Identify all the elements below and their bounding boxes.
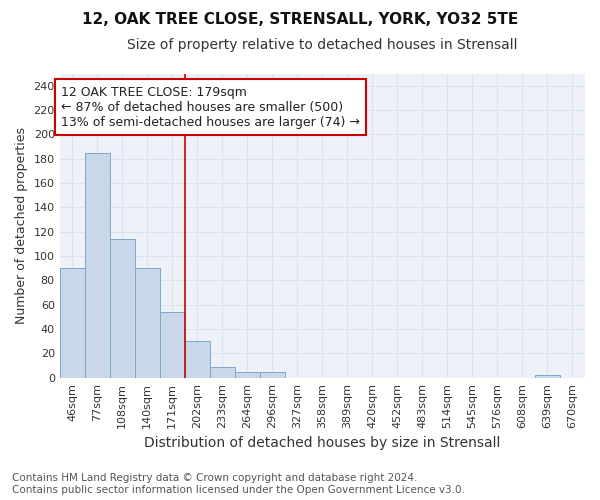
Bar <box>235 372 260 378</box>
Text: 12 OAK TREE CLOSE: 179sqm
← 87% of detached houses are smaller (500)
13% of semi: 12 OAK TREE CLOSE: 179sqm ← 87% of detac… <box>61 86 360 128</box>
Bar <box>59 268 85 378</box>
Bar <box>535 376 560 378</box>
Bar <box>185 342 210 378</box>
Bar <box>160 312 185 378</box>
Bar <box>135 268 160 378</box>
Y-axis label: Number of detached properties: Number of detached properties <box>15 127 28 324</box>
Text: Contains HM Land Registry data © Crown copyright and database right 2024.
Contai: Contains HM Land Registry data © Crown c… <box>12 474 465 495</box>
Bar <box>260 372 285 378</box>
Bar <box>210 367 235 378</box>
Title: Size of property relative to detached houses in Strensall: Size of property relative to detached ho… <box>127 38 518 52</box>
Bar <box>110 239 135 378</box>
Bar <box>85 152 110 378</box>
Text: 12, OAK TREE CLOSE, STRENSALL, YORK, YO32 5TE: 12, OAK TREE CLOSE, STRENSALL, YORK, YO3… <box>82 12 518 28</box>
X-axis label: Distribution of detached houses by size in Strensall: Distribution of detached houses by size … <box>144 436 500 450</box>
